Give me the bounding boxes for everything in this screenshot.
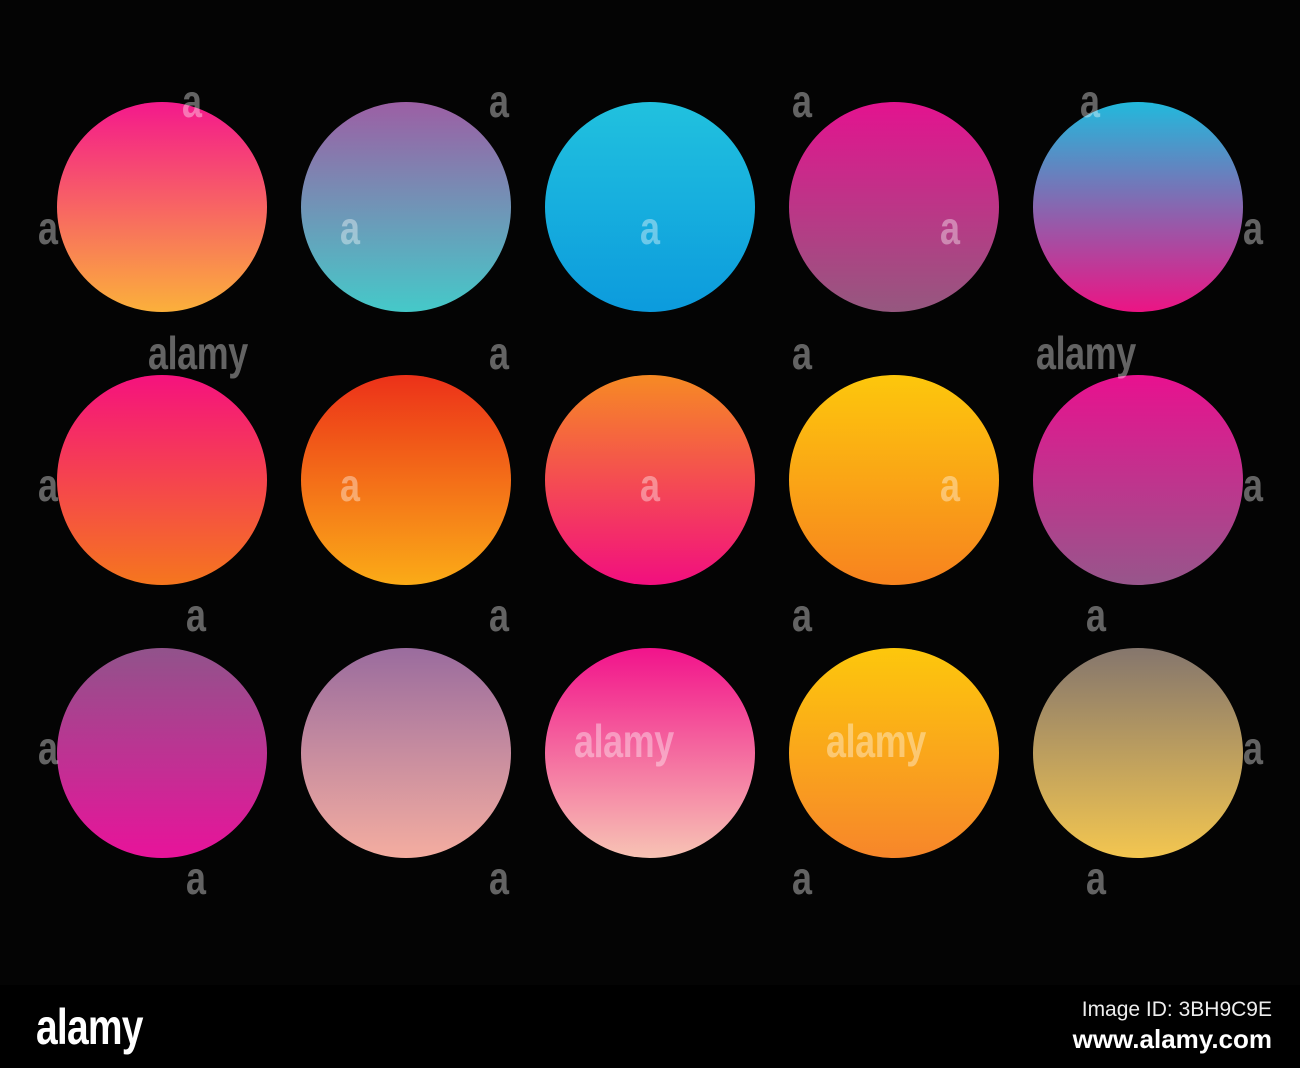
alamy-footer-bar: alamy Image ID: 3BH9C9E www.alamy.com xyxy=(0,985,1300,1068)
footer-meta: Image ID: 3BH9C9E www.alamy.com xyxy=(1073,997,1272,1056)
gradient-circle-mauve-to-blush[interactable] xyxy=(301,647,512,858)
swatch-cell xyxy=(785,355,1002,604)
gradient-circle-taupe-to-gold[interactable] xyxy=(1032,647,1243,858)
swatch-cell xyxy=(542,82,759,331)
swatch-cell xyxy=(542,355,759,604)
gradient-circle-plum-to-magenta[interactable] xyxy=(57,647,268,858)
swatch-cell xyxy=(1029,82,1246,331)
gradient-circle-cyan-to-azure[interactable] xyxy=(544,101,755,312)
artwork-canvas: a a a a a a a a a alamy a a alamy a a a a a a a a a a alamy alam… xyxy=(38,78,1263,901)
gradient-circle-pink-to-amber[interactable] xyxy=(57,101,268,312)
swatch-cell xyxy=(1029,355,1246,604)
alamy-url: www.alamy.com xyxy=(1072,1024,1272,1055)
gradient-circle-grid xyxy=(54,82,1246,877)
swatch-cell xyxy=(54,628,271,877)
swatch-cell xyxy=(298,355,515,604)
swatch-cell xyxy=(54,355,271,604)
gradient-circle-gold-to-orange[interactable] xyxy=(788,374,999,585)
swatch-cell xyxy=(298,628,515,877)
gradient-circle-orange-to-hotpink[interactable] xyxy=(544,374,755,585)
swatch-cell xyxy=(785,628,1002,877)
gradient-circle-hotpink-to-orange[interactable] xyxy=(57,374,268,585)
swatch-cell xyxy=(54,82,271,331)
swatch-cell xyxy=(542,628,759,877)
swatch-cell xyxy=(298,82,515,331)
gradient-circle-magenta-to-mauve[interactable] xyxy=(788,101,999,312)
gradient-circle-magenta-to-plum[interactable] xyxy=(1032,374,1243,585)
gradient-circle-gold-to-orange-two[interactable] xyxy=(788,647,999,858)
swatch-cell xyxy=(1029,628,1246,877)
gradient-circle-red-to-amber[interactable] xyxy=(301,374,512,585)
swatch-cell xyxy=(785,82,1002,331)
gradient-circle-cyan-to-magenta[interactable] xyxy=(1032,101,1243,312)
gradient-circle-violet-to-teal[interactable] xyxy=(301,101,512,312)
gradient-circle-hotpink-to-blush[interactable] xyxy=(544,647,755,858)
image-id-label: Image ID: 3BH9C9E xyxy=(1081,998,1272,1022)
alamy-logo: alamy xyxy=(36,998,143,1055)
